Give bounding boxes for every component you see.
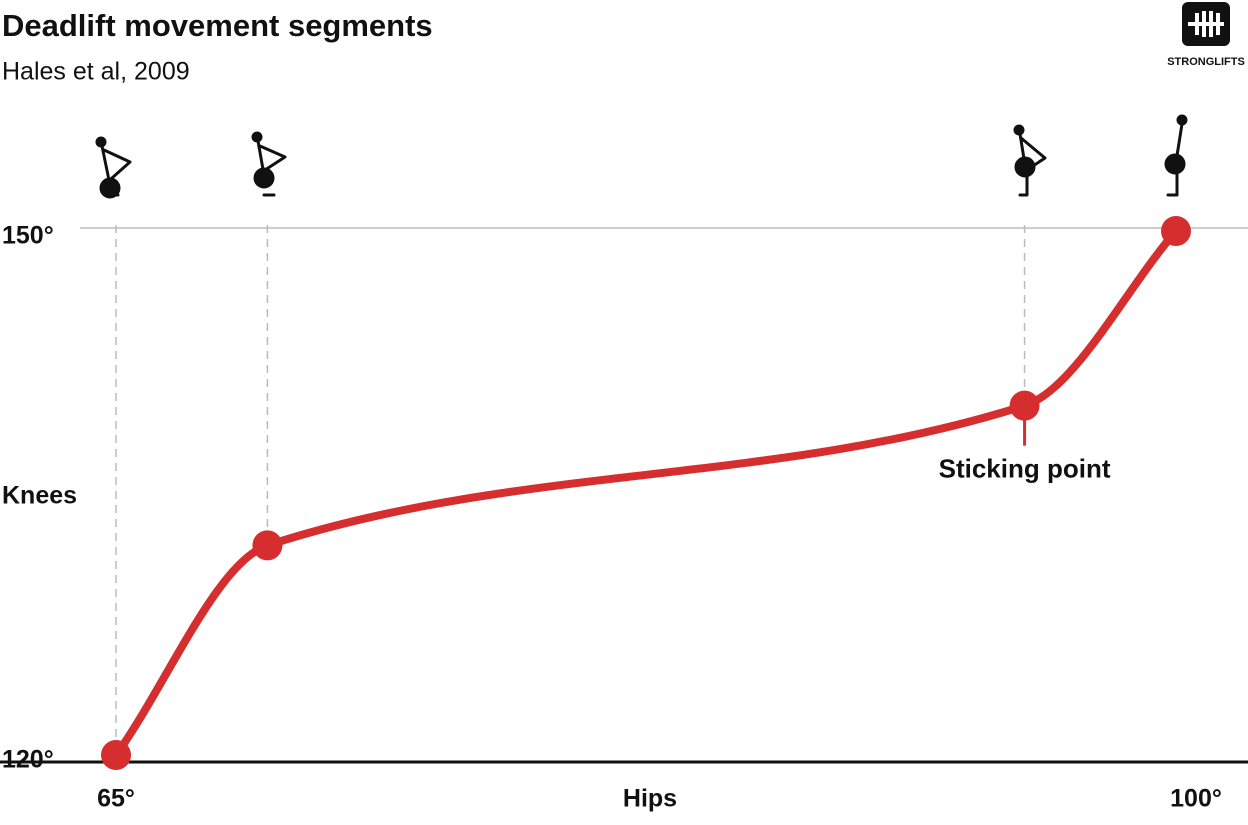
stick-figures xyxy=(95,114,1188,199)
y-tick-label: 150° xyxy=(2,222,54,250)
point xyxy=(252,530,283,561)
logo: STRONGLIFTS xyxy=(1167,2,1245,68)
chart-subtitle: Hales et al, 2009 xyxy=(2,58,190,86)
point xyxy=(101,740,131,770)
point xyxy=(1009,390,1040,421)
x-axis-label: Hips xyxy=(623,785,677,813)
line xyxy=(112,227,1180,759)
x-tick-label: 65° xyxy=(97,785,135,813)
annotation: Sticking point xyxy=(939,454,1111,484)
point xyxy=(1161,216,1191,246)
chart-title: Deadlift movement segments xyxy=(2,8,433,43)
y-tick-label: 120° xyxy=(2,746,54,774)
logo-text: STRONGLIFTS xyxy=(1167,56,1245,68)
y-axis-label: Knees xyxy=(2,482,77,510)
x-tick-label: 100° xyxy=(1170,785,1222,813)
